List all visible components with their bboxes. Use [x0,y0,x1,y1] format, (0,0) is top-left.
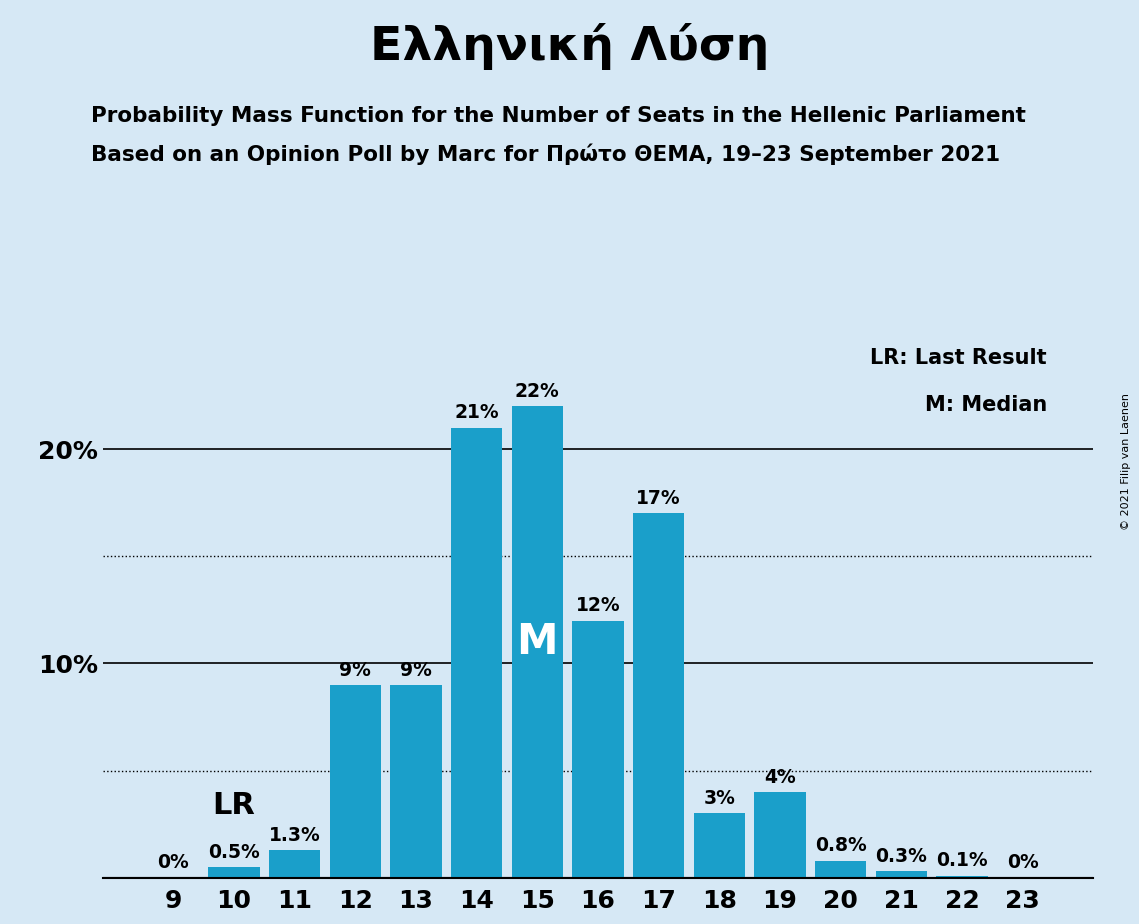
Text: Probability Mass Function for the Number of Seats in the Hellenic Parliament: Probability Mass Function for the Number… [91,106,1026,127]
Text: 0.1%: 0.1% [936,851,988,870]
Bar [572,621,624,878]
Text: Based on an Opinion Poll by Marc for Πρώτο ΘΕΜΑ, 19–23 September 2021: Based on an Opinion Poll by Marc for Πρώ… [91,143,1000,164]
Text: LR: Last Result: LR: Last Result [870,348,1047,369]
Text: 0%: 0% [157,854,189,872]
Text: 1.3%: 1.3% [269,825,320,845]
Bar [694,813,745,878]
Bar [511,407,563,878]
Bar [633,514,685,878]
Bar [269,850,320,878]
Text: 0%: 0% [1007,854,1039,872]
Text: 3%: 3% [704,789,736,808]
Text: M: Median: M: Median [925,395,1047,416]
Text: 22%: 22% [515,382,559,401]
Bar [329,685,382,878]
Bar [876,871,927,878]
Bar [208,867,260,878]
Text: © 2021 Filip van Laenen: © 2021 Filip van Laenen [1121,394,1131,530]
Text: M: M [517,621,558,663]
Bar [451,428,502,878]
Bar [391,685,442,878]
Text: 0.3%: 0.3% [876,847,927,866]
Bar [814,860,867,878]
Text: 17%: 17% [637,489,681,508]
Text: 12%: 12% [575,596,621,615]
Text: Ελληνική Λύση: Ελληνική Λύση [370,23,769,70]
Text: 4%: 4% [764,768,796,786]
Text: 0.8%: 0.8% [814,836,867,856]
Text: LR: LR [213,791,255,820]
Bar [936,876,988,878]
Text: 9%: 9% [339,661,371,679]
Text: 0.5%: 0.5% [208,843,260,862]
Text: 9%: 9% [400,661,432,679]
Bar [754,792,805,878]
Text: 21%: 21% [454,403,499,422]
